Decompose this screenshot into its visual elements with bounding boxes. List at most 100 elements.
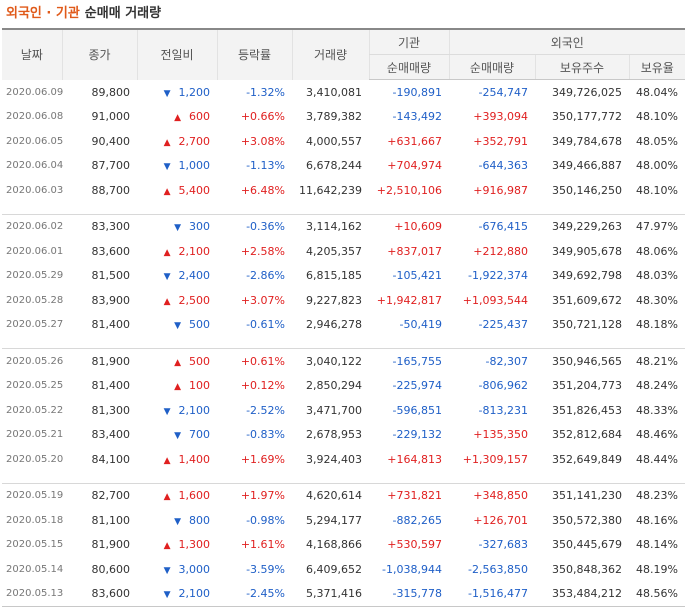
cell-foreign: -1,516,477 [468, 587, 528, 601]
cell-change-value: 2,700 [178, 134, 211, 148]
cell-close: 83,300 [91, 220, 131, 234]
cell-close: 83,400 [91, 428, 131, 442]
cell-foreign: +1,093,544 [462, 293, 528, 307]
cell-foreign: -644,363 [478, 159, 528, 173]
cell-date: 2020.05.13 [6, 588, 64, 600]
cell-rate: +1.61% [240, 538, 285, 552]
cell-date: 2020.05.29 [6, 270, 64, 282]
down-arrow-icon: ▼ [174, 223, 181, 234]
cell-rate: -3.59% [246, 562, 285, 576]
cell-volume: 4,168,866 [306, 538, 362, 552]
cell-change: ▼ 700 [137, 423, 217, 448]
cell-date: 2020.06.08 [6, 111, 64, 123]
cell-volume: 3,410,081 [306, 85, 362, 99]
section-title-sub: 순매매 거래량 [84, 6, 162, 21]
cell-inst: -225,974 [392, 379, 442, 393]
cell-date: 2020.05.25 [6, 380, 64, 392]
down-arrow-icon: ▼ [163, 590, 171, 601]
cell-rate: +1.69% [240, 452, 285, 466]
cell-change-value: 700 [189, 428, 210, 442]
up-arrow-icon: ▲ [174, 382, 181, 393]
cell-change: ▼ 800 [137, 508, 217, 533]
cell-change: ▼ 2,400 [137, 264, 217, 289]
cell-close: 81,100 [91, 513, 131, 527]
cell-inst: +704,974 [387, 159, 442, 173]
cell-foreign: +348,850 [473, 489, 528, 503]
table-body: 2020.06.09 89,800 ▼ 1,200 -1.32% 3,410,081 -19… [2, 80, 685, 607]
cell-change-value: 2,100 [178, 244, 211, 258]
cell-ratio: 48.04% [636, 85, 678, 99]
cell-rate: -1.13% [246, 159, 285, 173]
down-arrow-icon: ▼ [174, 321, 181, 332]
cell-change: ▲ 5,400 [137, 178, 217, 203]
cell-shares: 349,229,263 [552, 220, 622, 234]
cell-shares: 349,784,678 [552, 134, 622, 148]
cell-volume: 2,850,294 [306, 379, 362, 393]
cell-inst: +631,667 [387, 134, 442, 148]
cell-volume: 4,620,614 [306, 489, 362, 503]
col-header-foreign-ratio: 보유율 [628, 54, 685, 80]
cell-foreign: -327,683 [478, 538, 528, 552]
cell-close: 81,400 [91, 318, 131, 332]
cell-shares: 350,721,128 [552, 318, 622, 332]
cell-close: 87,700 [91, 159, 131, 173]
cell-volume: 4,205,357 [306, 244, 362, 258]
cell-shares: 350,946,565 [552, 354, 622, 368]
up-arrow-icon: ▲ [163, 492, 171, 503]
cell-date: 2020.05.27 [6, 319, 64, 331]
table-row: 2020.06.05 90,400 ▲ 2,700 +3.08% 4,000,557 +63… [2, 129, 685, 154]
cell-inst: +164,813 [387, 452, 442, 466]
cell-date: 2020.06.09 [6, 86, 64, 98]
cell-foreign: -2,563,850 [468, 562, 528, 576]
cell-rate: +3.07% [240, 293, 285, 307]
cell-date: 2020.06.04 [6, 160, 64, 172]
cell-inst: +530,597 [387, 538, 442, 552]
cell-foreign: +352,791 [473, 134, 528, 148]
table-row: 2020.06.09 89,800 ▼ 1,200 -1.32% 3,410,081 -19… [2, 80, 685, 105]
down-arrow-icon: ▼ [174, 431, 181, 442]
cell-close: 81,900 [91, 538, 131, 552]
cell-change: ▲ 1,300 [137, 533, 217, 558]
cell-volume: 3,040,122 [306, 354, 362, 368]
cell-change: ▼ 1,000 [137, 154, 217, 179]
cell-rate: -2.45% [246, 587, 285, 601]
cell-foreign: +393,094 [473, 110, 528, 124]
cell-date: 2020.05.15 [6, 539, 64, 551]
cell-ratio: 48.14% [636, 538, 678, 552]
cell-date: 2020.05.18 [6, 514, 64, 526]
cell-shares: 351,204,773 [552, 379, 622, 393]
cell-ratio: 48.24% [636, 379, 678, 393]
cell-rate: +0.61% [240, 354, 285, 368]
cell-foreign: +126,701 [473, 513, 528, 527]
cell-shares: 350,572,380 [552, 513, 622, 527]
cell-close: 81,500 [91, 269, 131, 283]
cell-foreign: +212,880 [473, 244, 528, 258]
cell-inst: -315,778 [392, 587, 442, 601]
table-row: 2020.05.22 81,300 ▼ 2,100 -2.52% 3,471,700 -59… [2, 398, 685, 423]
section-title: 외국인 · 기관 순매매 거래량 [0, 0, 693, 28]
cell-change-value: 100 [189, 379, 210, 393]
cell-date: 2020.06.01 [6, 245, 64, 257]
cell-change: ▲ 2,100 [137, 239, 217, 264]
cell-change-value: 2,100 [178, 403, 211, 417]
cell-close: 89,800 [91, 85, 131, 99]
up-arrow-icon: ▲ [163, 186, 171, 197]
up-arrow-icon: ▲ [163, 296, 171, 307]
down-arrow-icon: ▼ [163, 88, 171, 99]
cell-ratio: 47.97% [636, 220, 678, 234]
cell-close: 84,100 [91, 452, 131, 466]
cell-close: 83,600 [91, 587, 131, 601]
up-arrow-icon: ▲ [163, 541, 171, 552]
col-header-volume: 거래량 [291, 28, 369, 80]
cell-inst: -229,132 [392, 428, 442, 442]
group-divider [2, 337, 685, 349]
cell-change: ▲ 600 [137, 105, 217, 130]
table-row: 2020.06.02 83,300 ▼ 300 -0.36% 3,114,162 +10,6… [2, 214, 685, 239]
cell-shares: 352,649,849 [552, 452, 622, 466]
cell-shares: 351,609,672 [552, 293, 622, 307]
cell-ratio: 48.46% [636, 428, 678, 442]
table-row: 2020.06.03 88,700 ▲ 5,400 +6.48% 11,642,239 +2… [2, 178, 685, 203]
cell-shares: 349,692,798 [552, 269, 622, 283]
up-arrow-icon: ▲ [174, 113, 181, 124]
cell-rate: -1.32% [246, 85, 285, 99]
